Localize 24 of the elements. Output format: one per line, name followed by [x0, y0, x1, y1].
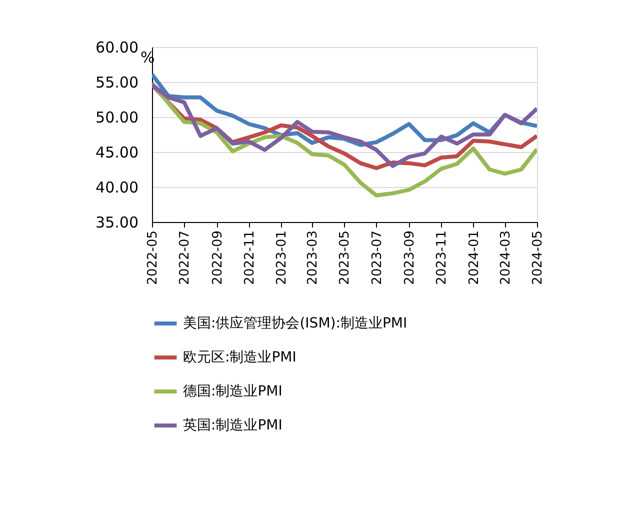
y-tick-label: 50.00: [96, 108, 138, 126]
legend-label: 欧元区:制造业PMI: [183, 350, 296, 366]
y-tick-label: 60.00: [96, 38, 138, 56]
line-series: [152, 81, 537, 198]
legend-label: 英国:制造业PMI: [183, 418, 282, 434]
x-tick-label: 2024-05: [530, 230, 546, 285]
x-tick-label: 2023-01: [274, 230, 290, 285]
y-tick-label: 55.00: [96, 74, 138, 92]
x-tick-label: 2022-07: [178, 230, 193, 285]
legend-label: 美国:供应管理协会(ISM):制造业PMI: [183, 316, 408, 332]
x-tick-label: 2023-07: [370, 230, 385, 285]
x-tick-label: 2022-05: [146, 230, 160, 285]
x-tick-label: 2024-03: [498, 230, 514, 285]
x-tick-label: 2022-11: [242, 230, 258, 285]
y-tick-label: 35.00: [96, 214, 138, 232]
x-tick-label: 2024-01: [466, 230, 482, 285]
y-tick-label: 45.00: [96, 144, 138, 162]
legend-label: 德国:制造业PMI: [183, 384, 282, 400]
x-tick-label: 2022-09: [210, 230, 226, 285]
x-tick-label: 2023-05: [338, 230, 353, 285]
x-tick-label: 2023-03: [306, 230, 321, 285]
y-tick-label: 40.00: [96, 178, 138, 196]
x-tick-label: 2023-09: [402, 230, 418, 285]
x-tick-label: 2023-11: [434, 230, 450, 285]
